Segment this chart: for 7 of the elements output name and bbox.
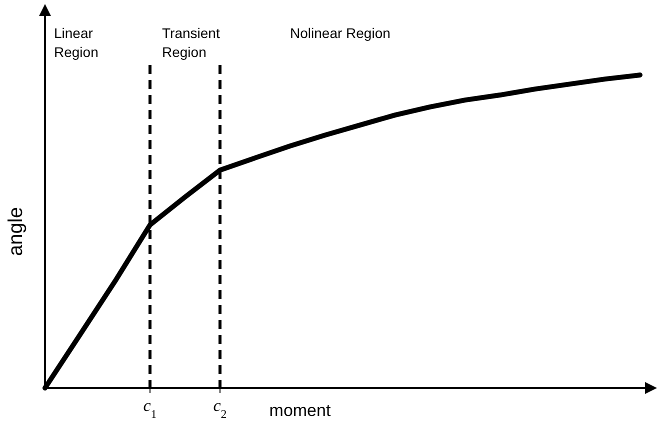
text: Transient Region [162, 25, 220, 60]
x-axis-title: moment [269, 401, 331, 420]
y-axis-title: angle [5, 207, 27, 256]
text: Nolinear Region [290, 25, 390, 41]
x-tick-label: c$_{2}$ [213, 396, 227, 421]
x-tick-label: c$_{1}$ [143, 396, 157, 421]
text: Linear Region [54, 25, 98, 60]
